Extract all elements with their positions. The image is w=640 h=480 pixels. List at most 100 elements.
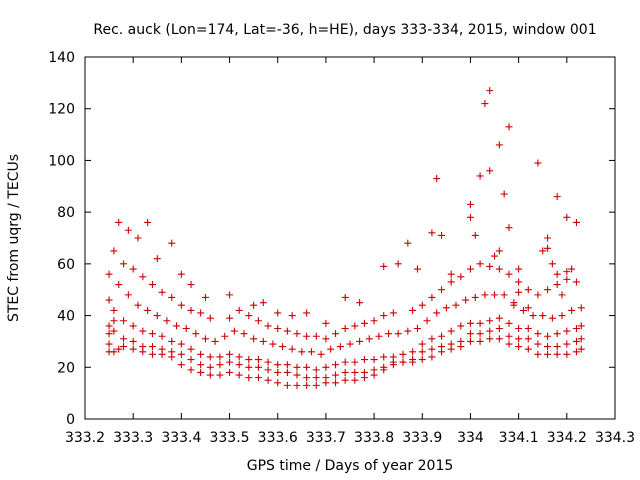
data-point	[418, 348, 426, 356]
data-point	[240, 330, 248, 338]
data-point	[254, 374, 262, 382]
data-point	[303, 332, 311, 340]
data-point	[177, 350, 185, 358]
data-point	[124, 226, 132, 234]
data-point	[269, 340, 277, 348]
data-point	[360, 356, 368, 364]
data-point	[563, 275, 571, 283]
data-point	[515, 278, 523, 286]
data-point	[197, 309, 205, 317]
x-tick-label: 334.2	[547, 430, 587, 446]
data-point	[500, 291, 508, 299]
data-point	[476, 319, 484, 327]
data-point	[129, 265, 137, 273]
data-point	[365, 335, 373, 343]
data-point	[120, 343, 128, 351]
data-point	[539, 312, 547, 320]
data-point	[476, 330, 484, 338]
data-point	[418, 301, 426, 309]
data-point	[139, 273, 147, 281]
data-point	[139, 343, 147, 351]
data-point	[351, 368, 359, 376]
data-point	[505, 224, 513, 232]
data-point	[553, 193, 561, 201]
data-point	[510, 301, 518, 309]
x-tick-label: 334.3	[595, 430, 635, 446]
data-point	[577, 322, 585, 330]
data-point	[303, 374, 311, 382]
data-point	[250, 301, 258, 309]
data-point	[544, 350, 552, 358]
data-point	[428, 353, 436, 361]
data-point	[254, 317, 262, 325]
x-tick-label: 333.6	[258, 430, 298, 446]
data-point	[370, 317, 378, 325]
data-point	[409, 356, 417, 364]
data-point	[341, 325, 349, 332]
data-point	[303, 363, 311, 371]
data-point	[124, 291, 132, 299]
data-point	[105, 296, 113, 304]
data-point	[110, 247, 118, 255]
data-point	[206, 314, 214, 322]
data-point	[259, 337, 267, 345]
data-point	[322, 335, 330, 343]
data-point	[447, 340, 455, 348]
data-point	[110, 327, 118, 335]
data-point	[438, 286, 446, 294]
data-point	[442, 304, 450, 312]
data-point	[163, 317, 171, 325]
data-point	[274, 325, 282, 332]
data-point	[168, 348, 176, 356]
data-point	[158, 345, 166, 353]
data-point	[389, 353, 397, 361]
data-point	[534, 291, 542, 299]
data-point	[413, 265, 421, 273]
data-point	[120, 335, 128, 343]
data-point	[558, 291, 566, 299]
data-point	[129, 322, 137, 330]
data-point	[332, 361, 340, 369]
data-point	[539, 247, 547, 255]
data-point	[134, 234, 142, 242]
data-point	[187, 345, 195, 353]
y-axis-label: STEC from uqrg / TECUs	[6, 154, 22, 322]
data-point	[515, 265, 523, 273]
data-point	[341, 368, 349, 376]
data-point	[153, 312, 161, 320]
data-point	[476, 172, 484, 180]
y-tick-label: 60	[57, 257, 75, 273]
data-point	[158, 332, 166, 340]
data-point	[544, 343, 552, 351]
data-point	[404, 239, 412, 247]
data-point	[505, 332, 513, 340]
data-point	[491, 252, 499, 260]
data-point	[505, 340, 513, 348]
data-point	[568, 306, 576, 314]
data-point	[466, 337, 474, 345]
data-point	[572, 218, 580, 226]
data-point	[120, 260, 128, 268]
x-tick-label: 333.9	[402, 430, 442, 446]
data-point	[245, 374, 253, 382]
data-point	[553, 281, 561, 289]
data-point	[380, 353, 388, 361]
data-point	[486, 262, 494, 270]
data-point	[438, 231, 446, 239]
data-point	[120, 317, 128, 325]
y-tick-label: 100	[48, 153, 75, 169]
data-point	[322, 363, 330, 371]
data-point	[529, 312, 537, 320]
data-point	[428, 345, 436, 353]
data-point	[274, 379, 282, 387]
data-point	[206, 371, 214, 379]
data-point	[394, 330, 402, 338]
data-point	[519, 306, 527, 314]
data-point	[216, 353, 224, 361]
data-point	[341, 293, 349, 301]
data-point	[322, 319, 330, 327]
data-point	[235, 371, 243, 379]
data-point	[404, 327, 412, 335]
data-point	[288, 345, 296, 353]
